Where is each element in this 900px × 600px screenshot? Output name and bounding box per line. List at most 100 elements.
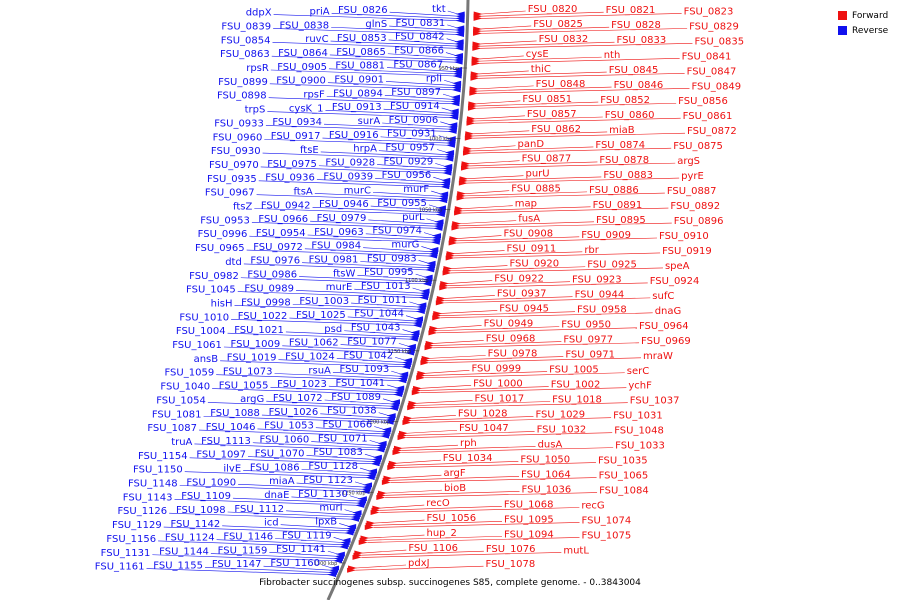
forward-gene-label[interactable]: FSU_0922 xyxy=(494,274,544,285)
reverse-gene-label[interactable]: FSU_1109 xyxy=(181,491,231,502)
reverse-gene-label[interactable]: murF xyxy=(403,184,429,195)
reverse-gene-label[interactable]: purL xyxy=(402,212,425,223)
forward-gene-label[interactable]: FSU_0877 xyxy=(522,154,572,165)
reverse-gene-label[interactable]: FSU_1073 xyxy=(223,367,273,378)
forward-gene-label[interactable]: FSU_0909 xyxy=(581,230,631,241)
reverse-gene-label[interactable]: FSU_1062 xyxy=(289,338,339,349)
reverse-gene-label[interactable]: FSU_1090 xyxy=(186,477,236,488)
forward-gene-label[interactable]: FSU_0950 xyxy=(561,320,611,331)
reverse-gene-label[interactable]: murC xyxy=(344,185,371,196)
reverse-gene-label[interactable]: ruvC xyxy=(305,34,328,45)
reverse-gene-label[interactable]: FSU_0965 xyxy=(195,243,245,254)
forward-gene-label[interactable]: miaB xyxy=(609,125,635,136)
reverse-gene-label[interactable]: FSU_0933 xyxy=(214,118,264,129)
reverse-gene-label[interactable]: FSU_0983 xyxy=(367,253,417,264)
reverse-gene-label[interactable]: FSU_0996 xyxy=(198,229,248,240)
forward-gene-label[interactable]: FSU_0825 xyxy=(533,19,583,30)
forward-gene-label[interactable]: FSU_0845 xyxy=(609,65,659,76)
forward-gene-label[interactable]: FSU_0945 xyxy=(499,303,549,314)
reverse-gene-label[interactable]: FSU_1087 xyxy=(147,423,197,434)
reverse-gene-label[interactable]: FSU_1128 xyxy=(308,461,358,472)
forward-gene-label[interactable]: FSU_0846 xyxy=(614,80,664,91)
reverse-gene-label[interactable]: FSU_1083 xyxy=(313,447,363,458)
forward-gene-label[interactable]: FSU_1031 xyxy=(613,411,663,422)
forward-gene-label[interactable]: FSU_0911 xyxy=(507,244,557,255)
reverse-gene-label[interactable]: FSU_1011 xyxy=(358,295,408,306)
reverse-gene-label[interactable]: FSU_0899 xyxy=(218,77,268,88)
forward-gene-label[interactable]: FSU_0925 xyxy=(587,260,637,271)
reverse-gene-label[interactable]: hrpA xyxy=(353,144,377,155)
reverse-gene-label[interactable]: FSU_0936 xyxy=(265,173,315,184)
reverse-gene-label[interactable]: icd xyxy=(264,518,279,529)
reverse-gene-label[interactable]: FSU_0970 xyxy=(209,160,259,171)
reverse-gene-label[interactable]: FSU_1119 xyxy=(282,530,332,541)
reverse-gene-label[interactable]: FSU_1126 xyxy=(117,506,167,517)
reverse-gene-label[interactable]: FSU_1130 xyxy=(298,489,348,500)
reverse-gene-label[interactable]: FSU_1070 xyxy=(255,448,305,459)
reverse-gene-label[interactable]: FSU_0881 xyxy=(335,61,385,72)
forward-gene-label[interactable]: FSU_0944 xyxy=(575,290,625,301)
forward-gene-label[interactable]: FSU_1005 xyxy=(549,365,599,376)
forward-gene-label[interactable]: FSU_0924 xyxy=(650,276,700,287)
forward-gene-label[interactable]: FSU_0878 xyxy=(599,155,649,166)
forward-gene-label[interactable]: FSU_0999 xyxy=(471,363,521,374)
forward-gene-labels[interactable]: FSU_0820 FSU_0821 FSU_0823 FSU_0825 FSU_0828… xyxy=(408,4,744,570)
forward-gene-label[interactable]: pyrE xyxy=(681,171,704,182)
forward-gene-label[interactable]: FSU_1064 xyxy=(521,469,571,480)
reverse-gene-label[interactable]: FSU_1142 xyxy=(170,519,220,530)
reverse-gene-label[interactable]: FSU_0900 xyxy=(276,76,326,87)
reverse-gene-label[interactable]: FSU_0998 xyxy=(241,297,291,308)
forward-gene-label[interactable]: FSU_0923 xyxy=(572,275,622,286)
reverse-gene-label[interactable]: rplI xyxy=(426,73,442,84)
reverse-gene-label[interactable]: FSU_1129 xyxy=(112,520,162,531)
reverse-gene-label[interactable]: tkt xyxy=(432,4,446,15)
reverse-gene-label[interactable]: priA xyxy=(310,6,330,17)
reverse-gene-label[interactable]: FSU_1055 xyxy=(219,380,269,391)
reverse-gene-label[interactable]: FSU_0914 xyxy=(390,101,440,112)
forward-gene-label[interactable]: argS xyxy=(677,156,700,167)
reverse-gene-label[interactable]: FSU_1043 xyxy=(351,323,401,334)
forward-gene-label[interactable]: FSU_0874 xyxy=(595,140,645,151)
reverse-gene-label[interactable]: FSU_0826 xyxy=(338,5,388,16)
reverse-gene-label[interactable]: FSU_0967 xyxy=(205,188,255,199)
reverse-gene-label[interactable]: rpsR xyxy=(246,63,269,74)
forward-gene-label[interactable]: FSU_0856 xyxy=(678,96,728,107)
reverse-gene-label[interactable]: ddpX xyxy=(246,8,272,19)
reverse-gene-label[interactable]: dnaE xyxy=(264,490,289,501)
forward-gene-label[interactable]: rbr xyxy=(584,245,599,256)
forward-gene-label[interactable]: FSU_1035 xyxy=(598,456,648,467)
reverse-gene-label[interactable]: FSU_0934 xyxy=(272,117,322,128)
reverse-gene-label[interactable]: FSU_0935 xyxy=(207,174,257,185)
reverse-gene-label[interactable]: FSU_1098 xyxy=(176,505,226,516)
reverse-gene-label[interactable]: FSU_1143 xyxy=(123,492,173,503)
forward-gene-label[interactable]: FSU_0875 xyxy=(673,141,723,152)
reverse-gene-label[interactable]: FSU_0955 xyxy=(377,198,427,209)
forward-gene-label[interactable]: FSU_0891 xyxy=(593,200,643,211)
reverse-gene-label[interactable]: FSU_1023 xyxy=(277,379,327,390)
reverse-gene-label[interactable]: FSU_1022 xyxy=(238,311,288,322)
reverse-gene-label[interactable]: glnS xyxy=(365,19,387,30)
forward-gene-label[interactable]: FSU_0920 xyxy=(509,259,559,270)
reverse-gene-label[interactable]: FSU_1013 xyxy=(361,281,411,292)
reverse-gene-label[interactable]: FSU_1026 xyxy=(269,407,319,418)
forward-gene-label[interactable]: FSU_0886 xyxy=(589,185,639,196)
forward-gene-label[interactable]: FSU_0861 xyxy=(683,111,733,122)
reverse-gene-label[interactable]: FSU_1146 xyxy=(223,532,273,543)
reverse-gene-label[interactable]: FSU_1025 xyxy=(296,310,346,321)
reverse-gene-label[interactable]: FSU_1081 xyxy=(152,409,202,420)
forward-gene-label[interactable]: FSU_0896 xyxy=(674,216,724,227)
forward-gene-label[interactable]: FSU_0977 xyxy=(563,335,613,346)
forward-gene-label[interactable]: FSU_0857 xyxy=(527,109,577,120)
reverse-gene-label[interactable]: surA xyxy=(358,116,381,127)
reverse-gene-label[interactable]: FSU_0986 xyxy=(247,270,297,281)
reverse-gene-label[interactable]: FSU_0917 xyxy=(271,131,321,142)
reverse-gene-label[interactable]: FSU_0838 xyxy=(279,20,329,31)
forward-gene-label[interactable]: dnaG xyxy=(655,306,682,317)
forward-gene-label[interactable]: nth xyxy=(604,50,621,61)
forward-gene-label[interactable]: ychF xyxy=(628,381,652,392)
reverse-gene-label[interactable]: FSU_1009 xyxy=(231,339,281,350)
reverse-gene-label[interactable]: FSU_1160 xyxy=(270,558,320,569)
reverse-gene-label[interactable]: FSU_0863 xyxy=(220,49,270,60)
forward-gene-label[interactable]: FSU_1056 xyxy=(426,513,476,524)
reverse-gene-label[interactable]: FSU_0957 xyxy=(385,143,435,154)
